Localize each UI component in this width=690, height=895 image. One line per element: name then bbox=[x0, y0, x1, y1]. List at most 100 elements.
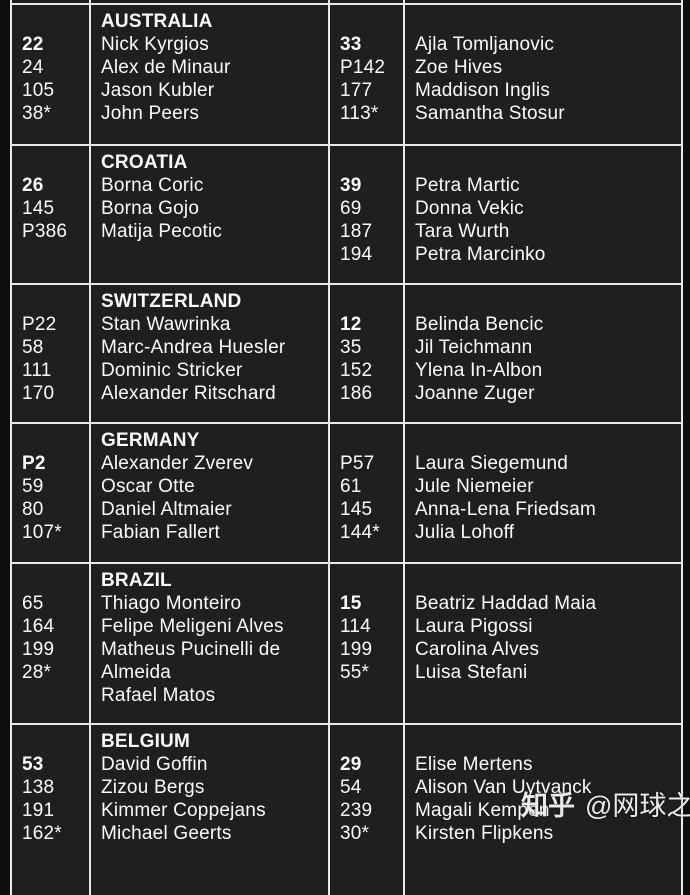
player-name: David Goffin bbox=[101, 754, 208, 775]
women-rank-cell: 12 35 152 186 bbox=[330, 285, 403, 422]
player-name: Jule Niemeier bbox=[415, 476, 534, 497]
rank-value: 80 bbox=[22, 499, 44, 520]
header-spacer bbox=[415, 290, 675, 313]
header-spacer bbox=[340, 151, 401, 174]
rank-value: 30* bbox=[340, 823, 370, 844]
player-name: Marc-Andrea Huesler bbox=[101, 337, 286, 358]
player-name: Anna-Lena Friedsam bbox=[415, 499, 597, 520]
rank-value: 170 bbox=[22, 383, 55, 404]
women-rank-cell: 33 P142 177 113* bbox=[330, 5, 403, 144]
player-name: Julia Lohoff bbox=[415, 522, 515, 543]
men-rank-cell: P2 59 80 107* bbox=[12, 424, 89, 562]
player-name: Kirsten Flipkens bbox=[415, 823, 554, 844]
rank-value: 199 bbox=[340, 639, 373, 660]
men-players-cell: GERMANY Alexander Zverev Oscar Otte Daniel … bbox=[91, 424, 328, 562]
header-spacer bbox=[340, 569, 401, 592]
player-name: Alexander Zverev bbox=[101, 453, 254, 474]
table-top-sliver-cell bbox=[12, 0, 89, 3]
country-name: BELGIUM bbox=[101, 731, 191, 752]
player-name: Fabian Fallert bbox=[101, 522, 220, 543]
rank-value: 145 bbox=[22, 198, 55, 219]
rank-value: 138 bbox=[22, 777, 55, 798]
player-name: Thiago Monteiro bbox=[101, 593, 242, 614]
country-teams-table: 22 24 105 38* AUSTRALIA Nick Kyrgios Alex de M… bbox=[10, 0, 683, 895]
header-spacer bbox=[340, 429, 401, 452]
rank-value: 15 bbox=[340, 593, 362, 614]
header-spacer bbox=[22, 429, 87, 452]
rank-value: 144* bbox=[340, 522, 380, 543]
header-spacer bbox=[415, 10, 675, 33]
header-spacer bbox=[22, 730, 87, 753]
rank-value: 239 bbox=[340, 800, 373, 821]
rank-value: 107* bbox=[22, 522, 62, 543]
table-top-sliver-cell bbox=[91, 0, 328, 3]
player-name: Samantha Stosur bbox=[415, 103, 565, 124]
player-name: Alex de Minaur bbox=[101, 57, 231, 78]
rank-value: 53 bbox=[22, 754, 44, 775]
rank-value: 152 bbox=[340, 360, 373, 381]
player-name: Maddison Inglis bbox=[415, 80, 551, 101]
header-spacer bbox=[22, 569, 87, 592]
rank-value: 29 bbox=[340, 754, 362, 775]
player-name: Michael Geerts bbox=[101, 823, 232, 844]
player-name: Dominic Stricker bbox=[101, 360, 243, 381]
player-name: Borna Gojo bbox=[101, 198, 200, 219]
player-name: Joanne Zuger bbox=[415, 383, 535, 404]
rank-value: 39 bbox=[340, 175, 362, 196]
men-rank-cell: 22 24 105 38* bbox=[12, 5, 89, 144]
men-players-cell: BRAZIL Thiago Monteiro Felipe Meligeni Alv… bbox=[91, 564, 328, 723]
player-name: Laura Pigossi bbox=[415, 616, 533, 637]
country-name: BRAZIL bbox=[101, 570, 172, 591]
rank-value: 22 bbox=[22, 34, 44, 55]
player-name: Elise Mertens bbox=[415, 754, 533, 775]
rank-value: 26 bbox=[22, 175, 44, 196]
men-players-cell: AUSTRALIA Nick Kyrgios Alex de Minaur Jason… bbox=[91, 5, 328, 144]
header-spacer bbox=[340, 10, 401, 33]
rank-value: 38* bbox=[22, 103, 52, 124]
player-name: Jil Teichmann bbox=[415, 337, 533, 358]
player-name: Felipe Meligeni Alves bbox=[101, 616, 284, 637]
player-name: Rafael Matos bbox=[101, 685, 216, 706]
country-name: GERMANY bbox=[101, 430, 200, 451]
player-name: Petra Marcinko bbox=[415, 244, 546, 265]
header-spacer bbox=[415, 730, 675, 753]
player-name: Daniel Altmaier bbox=[101, 499, 232, 520]
player-name: Carolina Alves bbox=[415, 639, 540, 660]
player-name: Zizou Bergs bbox=[101, 777, 205, 798]
rank-value: 65 bbox=[22, 593, 44, 614]
player-name: Alexander Ritschard bbox=[101, 383, 276, 404]
rank-value: 145 bbox=[340, 499, 373, 520]
player-name: Belinda Bencic bbox=[415, 314, 544, 335]
watermark: 知乎 @网球之家 bbox=[521, 790, 690, 822]
player-name: Tara Wurth bbox=[415, 221, 510, 242]
rank-value: 164 bbox=[22, 616, 55, 637]
women-rank-cell: 15 114 199 55* bbox=[330, 564, 403, 723]
rank-value: 199 bbox=[22, 639, 55, 660]
player-name: Luisa Stefani bbox=[415, 662, 528, 683]
player-name: Beatriz Haddad Maia bbox=[415, 593, 597, 614]
rank-value: 194 bbox=[340, 244, 373, 265]
women-rank-cell: 39 69 187 194 bbox=[330, 146, 403, 283]
player-name: Petra Martic bbox=[415, 175, 520, 196]
watermark-handle: @网球之家 bbox=[585, 791, 690, 821]
player-name: Laura Siegemund bbox=[415, 453, 568, 474]
rank-value: 111 bbox=[22, 360, 52, 381]
rank-value: 162* bbox=[22, 823, 62, 844]
women-rank-cell: 29 54 239 30* bbox=[330, 725, 403, 895]
rank-value: 59 bbox=[22, 476, 44, 497]
rank-value: 28* bbox=[22, 662, 52, 683]
country-name: SWITZERLAND bbox=[101, 291, 242, 312]
player-name: Borna Coric bbox=[101, 175, 204, 196]
rank-value: 33 bbox=[340, 34, 362, 55]
header-spacer bbox=[22, 151, 87, 174]
player-name: Kimmer Coppejans bbox=[101, 800, 266, 821]
rank-value: P2 bbox=[22, 453, 46, 474]
rank-value: 69 bbox=[340, 198, 362, 219]
header-spacer bbox=[415, 429, 675, 452]
header-spacer bbox=[340, 730, 401, 753]
rank-value: 187 bbox=[340, 221, 373, 242]
table-top-sliver-cell bbox=[405, 0, 681, 3]
rank-value: 12 bbox=[340, 314, 362, 335]
rank-value: P386 bbox=[22, 221, 68, 242]
player-name: Nick Kyrgios bbox=[101, 34, 209, 55]
